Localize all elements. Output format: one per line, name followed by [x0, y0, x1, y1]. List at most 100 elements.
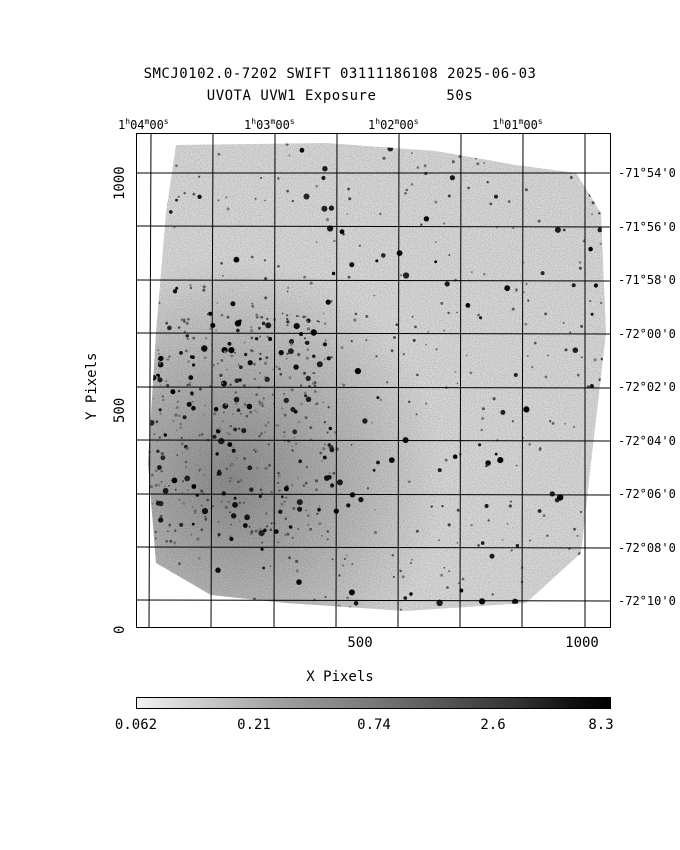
star	[321, 175, 326, 181]
star	[258, 326, 261, 330]
star	[221, 382, 224, 385]
star	[408, 400, 411, 403]
star	[209, 385, 212, 388]
star	[362, 418, 368, 424]
star	[266, 335, 269, 338]
star	[597, 227, 603, 233]
star	[405, 188, 409, 192]
star	[276, 424, 280, 427]
star	[158, 266, 161, 268]
star	[158, 353, 160, 355]
star	[547, 354, 549, 357]
star	[443, 329, 446, 332]
star	[593, 283, 598, 288]
star	[144, 473, 147, 476]
star	[152, 258, 155, 262]
star	[297, 315, 300, 318]
star	[589, 384, 594, 389]
star	[486, 181, 489, 184]
star	[326, 356, 331, 361]
star	[304, 394, 308, 398]
star	[264, 467, 268, 470]
star	[484, 504, 489, 508]
star	[565, 586, 571, 592]
star	[217, 535, 220, 538]
star	[515, 464, 518, 467]
star	[515, 544, 520, 548]
star	[183, 318, 186, 321]
star	[170, 389, 176, 395]
ra-tick-label: 1h04m00s	[118, 117, 169, 132]
star	[230, 523, 232, 526]
star	[420, 223, 423, 226]
star	[545, 612, 550, 617]
star	[591, 213, 593, 216]
star	[249, 410, 253, 414]
star	[217, 362, 219, 365]
star	[350, 444, 353, 446]
star	[404, 192, 407, 195]
star	[157, 191, 160, 195]
star	[447, 194, 451, 198]
star	[354, 312, 358, 316]
star	[401, 575, 405, 579]
star	[512, 598, 519, 605]
star	[340, 346, 344, 350]
star	[181, 491, 184, 494]
star	[168, 523, 172, 527]
star	[233, 496, 237, 500]
star	[148, 433, 149, 439]
star	[288, 556, 291, 560]
star	[415, 529, 419, 533]
star	[321, 459, 324, 462]
star	[253, 377, 256, 380]
star	[302, 484, 305, 487]
star	[316, 320, 319, 323]
star	[270, 490, 273, 494]
star	[230, 354, 234, 358]
star	[208, 311, 213, 316]
star	[220, 500, 223, 503]
star	[316, 402, 319, 405]
star	[200, 504, 203, 507]
star	[305, 356, 309, 360]
star	[557, 494, 564, 501]
star	[162, 145, 165, 148]
star	[137, 486, 139, 488]
star	[270, 601, 273, 604]
star	[220, 359, 224, 362]
y-axis-label: Y Pixels	[84, 352, 100, 420]
star	[241, 428, 247, 434]
star	[425, 343, 427, 346]
star	[157, 483, 161, 487]
star	[465, 303, 471, 308]
star	[578, 261, 582, 264]
star	[346, 503, 351, 508]
star	[232, 445, 235, 449]
star	[205, 337, 208, 340]
star	[243, 403, 247, 406]
star	[476, 162, 480, 166]
star	[243, 341, 246, 344]
star	[286, 317, 289, 321]
star	[139, 527, 142, 530]
star	[324, 443, 327, 446]
star	[305, 315, 307, 318]
star	[259, 352, 262, 355]
star	[237, 427, 241, 430]
star	[358, 244, 361, 247]
star	[274, 424, 278, 427]
star	[188, 375, 194, 380]
star	[525, 282, 528, 285]
star	[372, 468, 376, 472]
star	[258, 434, 261, 438]
star	[365, 339, 368, 342]
star	[229, 511, 231, 514]
star	[203, 413, 205, 416]
star	[152, 397, 154, 400]
star	[430, 505, 433, 508]
star	[257, 613, 259, 615]
star	[158, 211, 161, 214]
star	[281, 312, 284, 315]
star	[163, 140, 165, 142]
